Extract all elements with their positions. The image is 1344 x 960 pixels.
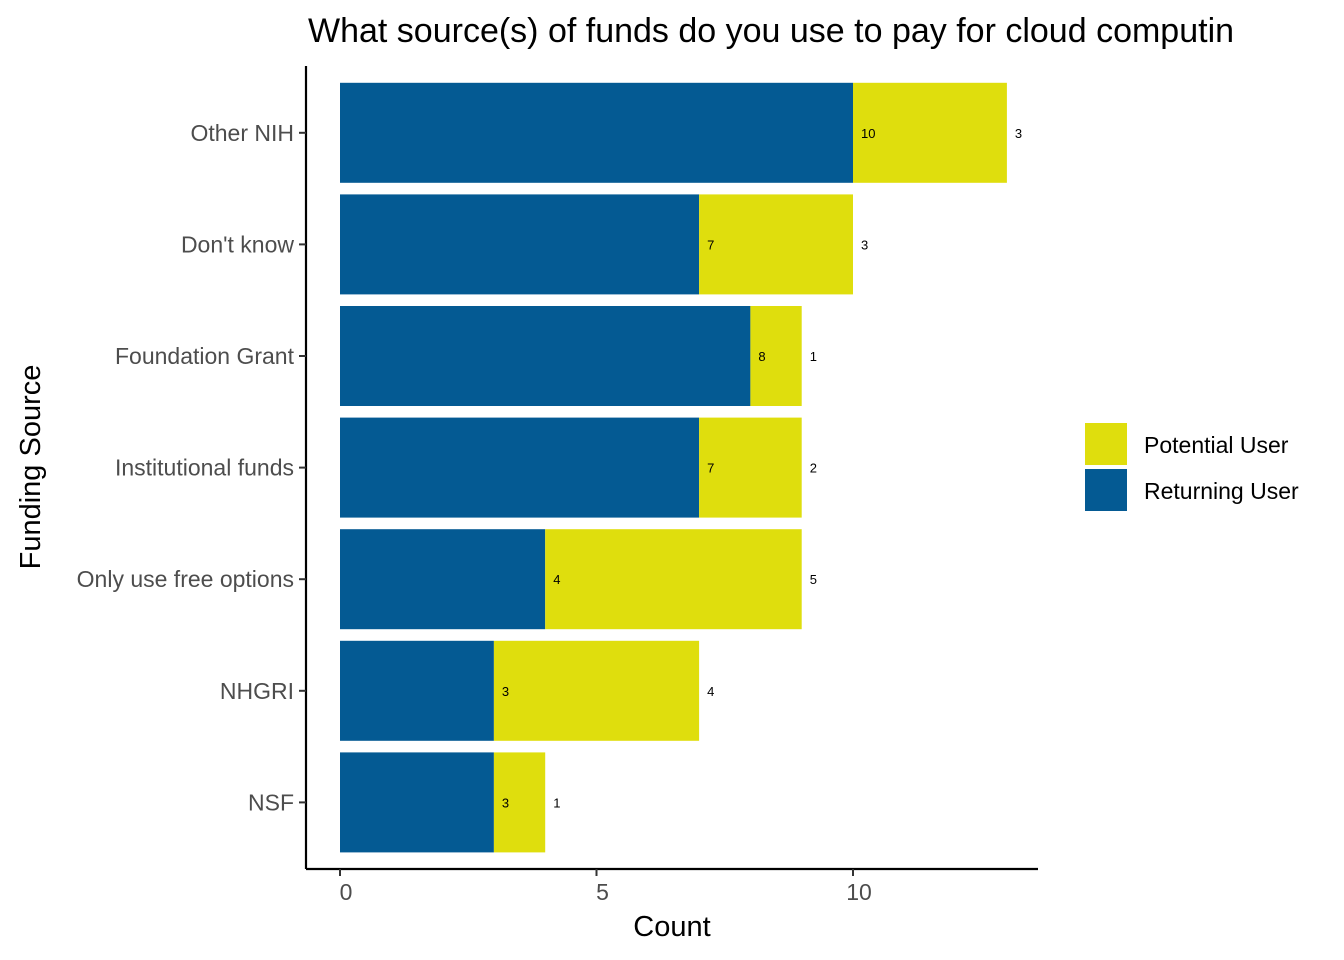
data-labels: 10 3 7 3 8 1 7 2 4 5 3 4 3 1 xyxy=(502,126,1022,811)
bar-returning-user xyxy=(340,529,546,630)
y-axis-title: Funding Source xyxy=(15,365,47,570)
data-label-returning-user: 7 xyxy=(707,237,714,252)
legend-label: Returning User xyxy=(1144,478,1299,504)
data-label-returning-user: 10 xyxy=(861,126,875,141)
data-label-potential-user: 4 xyxy=(707,684,714,699)
bar-potential-user xyxy=(699,194,853,295)
x-tick-label: 0 xyxy=(340,879,353,905)
y-tick-label: NSF xyxy=(248,789,294,815)
x-axis-ticks: 0 5 10 xyxy=(339,869,872,905)
y-tick-label: Institutional funds xyxy=(115,455,294,481)
bar-returning-user xyxy=(340,82,853,183)
y-tick-label: Foundation Grant xyxy=(115,343,295,369)
y-tick-label: NHGRI xyxy=(220,678,294,704)
y-tick-label: Don't know xyxy=(181,231,294,257)
y-axis-ticks: Other NIH Don't know Foundation Grant Insti… xyxy=(77,120,306,815)
bar-returning-user xyxy=(340,194,700,295)
bar-potential-user xyxy=(493,640,700,741)
bar-returning-user xyxy=(340,640,494,741)
bar-potential-user xyxy=(699,417,802,518)
bars xyxy=(340,82,1007,853)
y-tick-label: Other NIH xyxy=(190,120,294,146)
data-label-returning-user: 3 xyxy=(502,684,509,699)
x-tick-label: 10 xyxy=(846,879,872,905)
legend: Potential User Returning User xyxy=(1085,423,1299,511)
data-label-returning-user: 4 xyxy=(553,572,560,587)
bar-potential-user xyxy=(493,752,546,853)
data-label-potential-user: 5 xyxy=(810,572,817,587)
bar-potential-user xyxy=(853,82,1007,183)
data-label-returning-user: 3 xyxy=(502,795,509,810)
bar-potential-user xyxy=(545,529,802,630)
data-label-potential-user: 3 xyxy=(861,237,868,252)
x-tick-label: 5 xyxy=(596,879,609,905)
legend-label: Potential User xyxy=(1144,432,1289,458)
x-axis-title: Count xyxy=(633,911,710,943)
chart-title: What source(s) of funds do you use to pa… xyxy=(308,12,1234,50)
bar-returning-user xyxy=(340,417,700,518)
bar-returning-user xyxy=(340,306,751,406)
data-label-returning-user: 7 xyxy=(707,461,714,476)
data-label-returning-user: 8 xyxy=(758,349,765,364)
bar-potential-user xyxy=(750,306,802,406)
data-label-potential-user: 2 xyxy=(810,461,817,476)
bar-returning-user xyxy=(340,752,494,853)
data-label-potential-user: 3 xyxy=(1015,126,1022,141)
data-label-potential-user: 1 xyxy=(553,795,560,810)
data-label-potential-user: 1 xyxy=(810,349,817,364)
legend-swatch xyxy=(1085,423,1127,465)
y-tick-label: Only use free options xyxy=(77,566,294,592)
legend-swatch xyxy=(1085,469,1127,511)
